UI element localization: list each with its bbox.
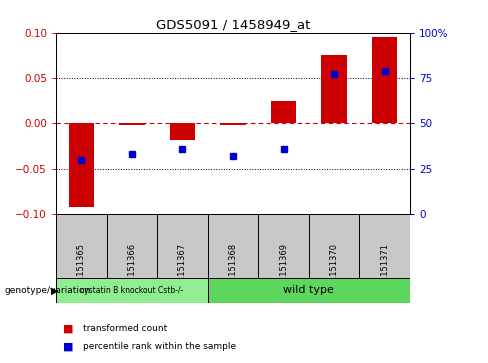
- Bar: [56, 214, 107, 278]
- Bar: [157, 214, 208, 278]
- Bar: [221, 123, 245, 125]
- Text: transformed count: transformed count: [83, 324, 167, 333]
- Bar: [107, 214, 157, 278]
- Text: GSM1151371: GSM1151371: [380, 243, 389, 299]
- Bar: [69, 123, 94, 207]
- Text: genotype/variation: genotype/variation: [5, 286, 91, 295]
- Text: ■: ■: [63, 342, 74, 352]
- Bar: [258, 214, 309, 278]
- Text: wild type: wild type: [284, 285, 334, 295]
- Title: GDS5091 / 1458949_at: GDS5091 / 1458949_at: [156, 19, 310, 32]
- Text: cystatin B knockout Cstb-/-: cystatin B knockout Cstb-/-: [80, 286, 183, 295]
- Bar: [170, 123, 195, 140]
- Bar: [271, 101, 296, 123]
- Text: GSM1151365: GSM1151365: [77, 243, 86, 299]
- Bar: [208, 214, 258, 278]
- Text: GSM1151366: GSM1151366: [127, 243, 137, 299]
- Bar: [309, 214, 359, 278]
- Bar: [322, 55, 347, 123]
- Text: GSM1151368: GSM1151368: [228, 243, 238, 299]
- Text: GSM1151367: GSM1151367: [178, 243, 187, 299]
- Text: GSM1151369: GSM1151369: [279, 243, 288, 299]
- Text: GSM1151370: GSM1151370: [329, 243, 339, 299]
- Text: ■: ■: [63, 323, 74, 334]
- Bar: [56, 278, 208, 303]
- Bar: [372, 37, 397, 123]
- Bar: [208, 278, 410, 303]
- Text: ▶: ▶: [51, 285, 59, 295]
- Text: percentile rank within the sample: percentile rank within the sample: [83, 342, 236, 351]
- Bar: [359, 214, 410, 278]
- Bar: [119, 123, 144, 125]
